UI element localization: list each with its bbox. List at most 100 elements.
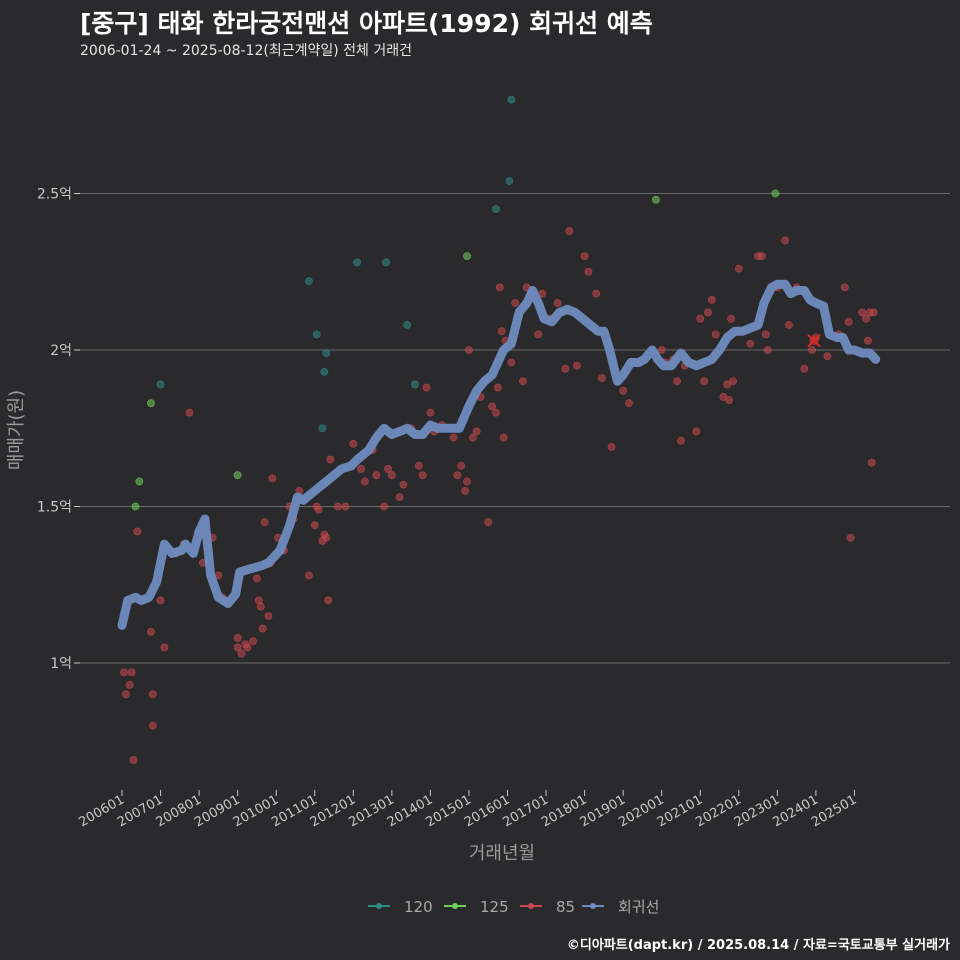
data-point-85 xyxy=(148,721,157,730)
legend-label-85: 85 xyxy=(556,898,575,916)
data-point-85 xyxy=(677,436,685,445)
data-point-85 xyxy=(463,477,471,486)
data-point-120 xyxy=(507,95,516,104)
data-point-85 xyxy=(387,471,396,480)
data-point-85 xyxy=(127,668,136,677)
y-axis-label: 매매가(원) xyxy=(6,390,27,470)
latest-trade-cross xyxy=(807,333,821,348)
data-point-85 xyxy=(565,227,574,235)
data-point-85 xyxy=(746,339,755,348)
y-tick-label: 2.5억 xyxy=(37,187,72,203)
data-point-85 xyxy=(384,465,392,473)
data-point-85 xyxy=(414,461,423,470)
data-point-120 xyxy=(403,321,412,329)
data-point-85 xyxy=(418,471,427,480)
data-point-85 xyxy=(869,308,878,317)
data-point-120 xyxy=(305,277,313,286)
data-point-85 xyxy=(147,627,155,636)
data-point-85 xyxy=(692,427,701,436)
data-point-120 xyxy=(492,205,500,214)
y-tick-label: 1.5억 xyxy=(37,500,72,516)
chart-subtitle: 2006-01-24 ~ 2025-08-12(최근계약일) 전체 거래건 xyxy=(80,43,412,59)
data-point-85 xyxy=(584,267,593,276)
data-point-85 xyxy=(858,308,867,317)
data-point-85 xyxy=(734,264,743,273)
legend-label-125: 125 xyxy=(480,898,509,916)
x-axis-ticks: 2006012007012008012009012010012011012012… xyxy=(77,790,859,830)
data-point-125 xyxy=(771,189,780,198)
data-point-85 xyxy=(324,596,333,605)
data-point-85 xyxy=(121,690,130,699)
data-point-85 xyxy=(607,443,616,451)
data-point-85 xyxy=(422,383,431,392)
data-point-85 xyxy=(133,527,142,536)
data-point-85 xyxy=(696,314,705,323)
data-point-85 xyxy=(333,502,342,511)
data-point-85 xyxy=(495,283,504,292)
data-point-85 xyxy=(823,352,832,361)
y-axis-ticks: 1억 1.5억 2억 2.5억 xyxy=(37,187,80,672)
data-point-120 xyxy=(320,368,329,376)
data-point-85 xyxy=(120,668,128,677)
data-point-85 xyxy=(704,308,712,317)
regression-line-group xyxy=(117,279,881,630)
data-point-85 xyxy=(864,336,872,345)
data-point-85 xyxy=(580,252,589,260)
data-point-85 xyxy=(357,465,365,473)
data-point-85 xyxy=(592,289,601,298)
data-point-85 xyxy=(468,433,477,442)
y-tick-label: 2억 xyxy=(50,343,72,359)
data-point-85 xyxy=(472,427,481,436)
data-point-85 xyxy=(840,283,849,292)
data-point-85 xyxy=(360,477,369,486)
data-point-85 xyxy=(808,346,816,354)
data-point-85 xyxy=(156,596,165,605)
data-point-85 xyxy=(846,533,855,542)
source-caption: ©디아파트(dapt.kr) / 2025.08.14 / 자료=국토교통부 실… xyxy=(566,938,950,953)
data-point-85 xyxy=(310,521,319,530)
data-point-85 xyxy=(785,321,793,329)
data-point-85 xyxy=(572,361,581,370)
data-point-85 xyxy=(465,346,473,354)
data-point-85 xyxy=(553,299,562,307)
data-point-85 xyxy=(256,602,265,611)
data-point-85 xyxy=(129,756,138,764)
data-point-85 xyxy=(380,502,389,511)
data-point-85 xyxy=(488,402,496,411)
data-point-120 xyxy=(353,258,362,267)
data-point-85 xyxy=(484,518,493,527)
data-point-85 xyxy=(426,408,435,417)
data-point-85 xyxy=(493,383,502,392)
data-point-85 xyxy=(457,461,466,470)
data-point-85 xyxy=(125,681,134,689)
data-point-85 xyxy=(258,624,267,633)
data-point-85 xyxy=(341,502,350,511)
data-point-85 xyxy=(781,236,789,245)
data-point-85 xyxy=(453,471,462,480)
data-point-85 xyxy=(758,252,766,260)
data-point-85 xyxy=(148,690,157,699)
regression-line xyxy=(117,279,881,630)
data-point-125 xyxy=(135,477,144,486)
legend: 120 125 85 회귀선 xyxy=(368,898,659,916)
data-point-85 xyxy=(326,455,335,464)
data-point-125 xyxy=(463,252,471,260)
latest-trade-marker xyxy=(807,333,821,348)
data-point-85 xyxy=(243,643,252,652)
data-point-85 xyxy=(507,358,516,367)
data-point-85 xyxy=(862,314,870,323)
y-tick-label: 1억 xyxy=(50,656,72,672)
data-point-85 xyxy=(519,377,527,386)
data-point-85 xyxy=(395,493,404,502)
gridlines xyxy=(80,193,950,664)
data-point-85 xyxy=(800,364,809,373)
data-point-120 xyxy=(382,258,390,267)
data-point-85 xyxy=(657,346,666,354)
data-point-120 xyxy=(411,380,419,389)
data-point-85 xyxy=(761,330,770,339)
data-point-85 xyxy=(673,377,682,386)
data-point-85 xyxy=(725,396,734,404)
data-point-125 xyxy=(233,471,242,480)
data-point-120 xyxy=(312,330,321,339)
